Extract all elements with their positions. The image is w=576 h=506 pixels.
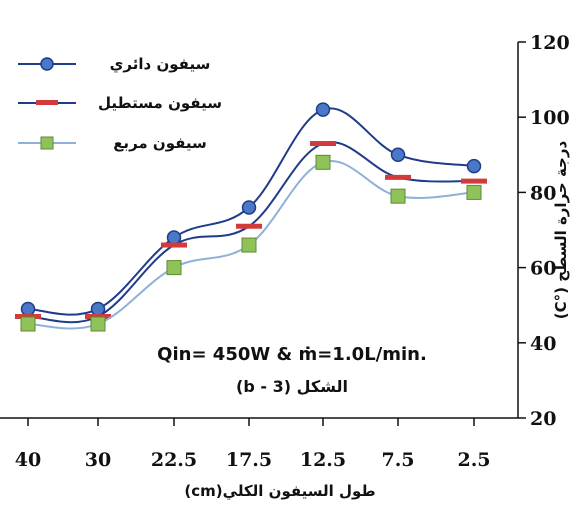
- data-point: [315, 154, 331, 170]
- y-axis-label: درجة حرارة السطح (°C): [552, 141, 570, 320]
- series-2: [15, 141, 487, 324]
- y-tick-label: 120: [530, 32, 570, 54]
- x-tick-label: 12.5: [300, 449, 346, 471]
- data-point: [15, 313, 41, 319]
- axes: [0, 41, 526, 426]
- condition-annotation: Qin= 450W & ṁ=1.0L/min.: [157, 344, 427, 365]
- data-point: [241, 200, 257, 215]
- data-point: [315, 102, 331, 117]
- data-point: [390, 147, 406, 163]
- y-tick-label: 20: [530, 408, 556, 430]
- data-point: [161, 242, 187, 248]
- data-point: [310, 141, 336, 147]
- y-tick-label: 60: [530, 258, 556, 280]
- data-point: [466, 184, 482, 200]
- tick-labels: 20 40 60 80 100 120 40 30 22.5 17.5 12.5 7.5 2.5: [15, 32, 570, 471]
- x-tick-label: 30: [85, 449, 111, 471]
- legend-marker-round: [40, 57, 54, 71]
- data-point: [85, 313, 111, 319]
- x-tick-label: 7.5: [381, 449, 414, 471]
- legend-label-square: سيفون مربع: [113, 134, 207, 152]
- x-tick-label: 17.5: [226, 449, 272, 471]
- figure-caption: الشكل (3 - b): [236, 377, 348, 396]
- data-point: [241, 237, 257, 253]
- data-point: [236, 223, 262, 229]
- x-tick-label: 40: [15, 449, 41, 471]
- legend-marker-rect: [36, 100, 58, 105]
- y-tick-label: 80: [530, 182, 556, 204]
- data-point: [166, 260, 182, 276]
- legend-label-round: سيفون دائري: [110, 55, 211, 74]
- data-point: [20, 301, 36, 317]
- y-tick-label: 40: [530, 333, 556, 355]
- series-group: [15, 102, 487, 332]
- data-point: [461, 178, 487, 184]
- series-line: [27, 141, 475, 324]
- legend-label-rect: سيفون مستطيل: [98, 94, 222, 112]
- legend-marker-square: [40, 136, 54, 150]
- data-point: [20, 316, 36, 332]
- series-3: [20, 154, 482, 332]
- data-point: [385, 174, 411, 180]
- data-point: [90, 316, 106, 332]
- series-1: [20, 102, 482, 317]
- x-tick-label: 2.5: [457, 449, 490, 471]
- data-point: [390, 188, 406, 204]
- x-axis-label: طول السيفون الكلي(cm): [184, 482, 375, 500]
- y-tick-label: 100: [530, 107, 570, 129]
- data-point: [466, 158, 482, 174]
- legend: سيفون دائري سيفون مستطيل سيفون مربع: [18, 55, 222, 152]
- x-tick-label: 22.5: [151, 449, 197, 471]
